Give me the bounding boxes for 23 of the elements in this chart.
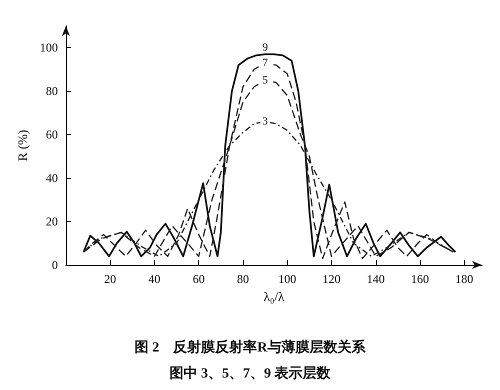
y-axis-title: R (%) xyxy=(15,130,30,162)
y-tick-label: 100 xyxy=(40,40,58,55)
x-tick-label: 60 xyxy=(192,272,205,286)
x-tick-label: 140 xyxy=(366,272,385,286)
text: 图中 3、5、7、9 表示层数 xyxy=(170,366,332,382)
y-tick-label: 40 xyxy=(46,171,58,186)
x-tick-label: 20 xyxy=(104,272,116,286)
y-tick-label: 60 xyxy=(46,128,58,142)
series-label: 9 xyxy=(262,42,268,54)
x-tick-label: 180 xyxy=(455,272,474,286)
x-tick-label: 40 xyxy=(148,272,160,286)
text: 图 2 反射膜反射率R与薄膜层数关系 xyxy=(134,338,366,356)
series-label: 5 xyxy=(262,74,268,86)
y-tick-label: 20 xyxy=(46,214,58,229)
x-axis-title: λ₀/λ xyxy=(264,288,286,304)
x-tick-label: 120 xyxy=(322,272,340,286)
y-tick-label: 80 xyxy=(46,84,58,98)
y-tick-label: 0 xyxy=(52,258,58,272)
x-tick-label: 80 xyxy=(236,272,249,286)
series-label: 7 xyxy=(262,56,268,69)
x-tick-label: 160 xyxy=(411,272,430,286)
x-tick-label: 100 xyxy=(278,272,296,286)
series-label: 3 xyxy=(262,116,268,128)
